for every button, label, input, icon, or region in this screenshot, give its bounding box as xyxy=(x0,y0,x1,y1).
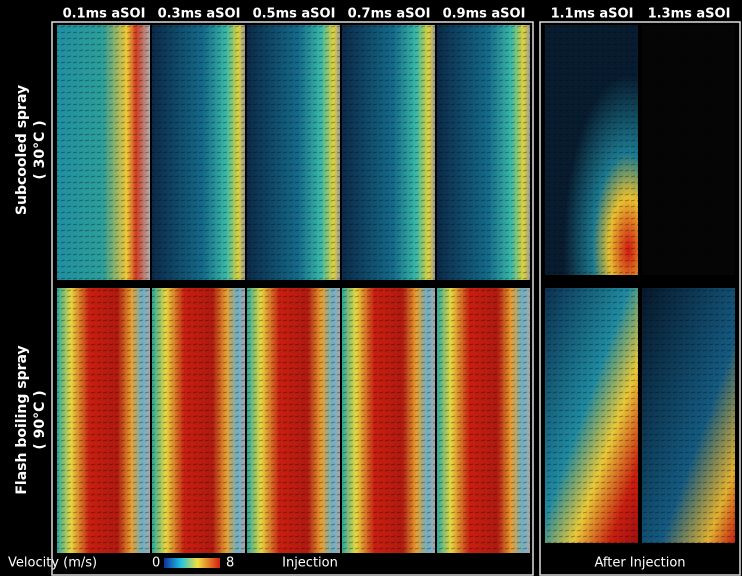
column-header: 0.9ms aSOI xyxy=(443,7,526,22)
vector-texture xyxy=(247,288,340,553)
vector-texture xyxy=(57,25,150,280)
row-label: Flash boiling spray xyxy=(14,345,30,494)
vector-texture xyxy=(342,25,435,280)
vector-texture xyxy=(437,25,530,280)
column-header: 0.3ms aSOI xyxy=(158,7,241,22)
column-headers: 0.1ms aSOI 0.3ms aSOI 0.5ms aSOI 0.7ms aSOI… xyxy=(63,7,731,22)
row-label: ( 90°C ) xyxy=(32,390,48,449)
column-header: 0.5ms aSOI xyxy=(253,7,336,22)
colorbar xyxy=(164,558,220,568)
vector-texture xyxy=(152,25,245,280)
vector-texture xyxy=(437,288,530,553)
group-label: Injection xyxy=(282,556,338,571)
injection-frame xyxy=(51,21,534,576)
vector-texture xyxy=(152,288,245,553)
row-label: Subcooled spray xyxy=(14,85,30,215)
panels xyxy=(57,25,735,553)
after-frame xyxy=(539,21,741,576)
colorbar-min: 0 xyxy=(152,556,160,571)
column-header: 1.3ms aSOI xyxy=(648,7,731,22)
column-header: 0.1ms aSOI xyxy=(63,7,146,22)
colorbar-label: Velocity (m/s) xyxy=(8,556,97,571)
vector-texture xyxy=(545,288,638,543)
group-label: After Injection xyxy=(594,556,685,571)
column-header: 0.7ms aSOI xyxy=(348,7,431,22)
vector-texture xyxy=(57,288,150,553)
row-label: ( 30°C ) xyxy=(32,120,48,179)
colorbar-max: 8 xyxy=(226,556,234,571)
vector-texture xyxy=(642,288,735,543)
vector-texture xyxy=(247,25,340,280)
column-header: 1.1ms aSOI xyxy=(551,7,634,22)
vector-texture xyxy=(545,25,638,275)
vector-texture xyxy=(642,25,735,275)
vector-texture xyxy=(342,288,435,553)
